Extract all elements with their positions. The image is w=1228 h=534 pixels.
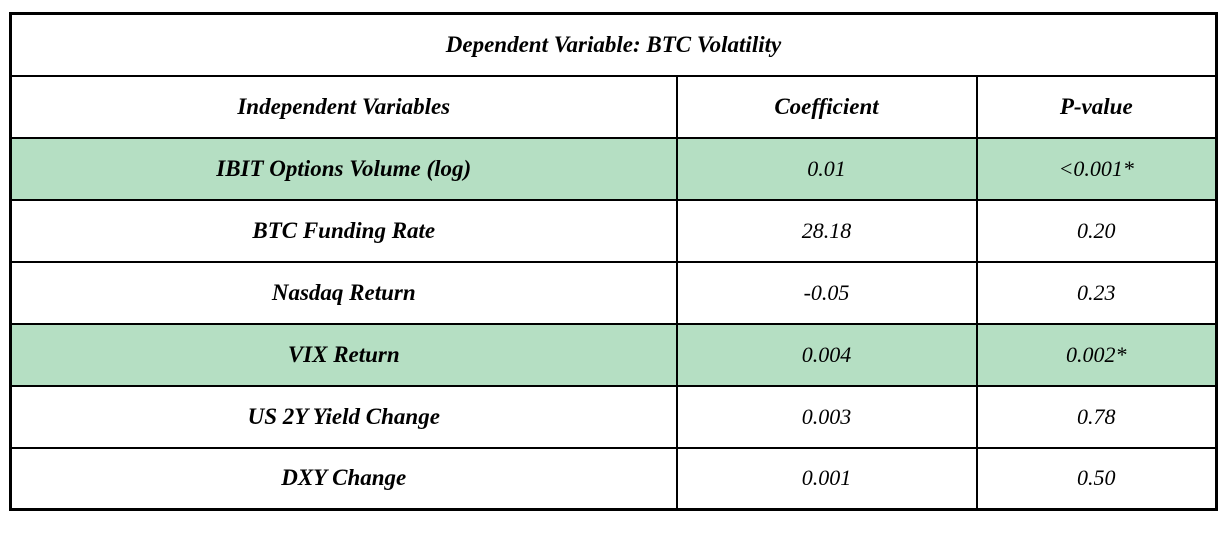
variable-cell: DXY Change: [9, 446, 678, 511]
table-header-row: Independent Variables Coefficient P-valu…: [9, 74, 1218, 139]
coefficient-cell: 0.004: [675, 322, 978, 387]
p-value-cell: 0.002*: [975, 322, 1218, 387]
table-row: BTC Funding Rate 28.18 0.20: [9, 198, 1218, 263]
column-header-p-value: P-value: [975, 74, 1218, 139]
table-row: DXY Change 0.001 0.50: [9, 446, 1218, 511]
p-value-cell: 0.78: [975, 384, 1218, 449]
variable-cell: US 2Y Yield Change: [9, 384, 678, 449]
table-row: VIX Return 0.004 0.002*: [9, 322, 1218, 387]
p-value-cell: <0.001*: [975, 136, 1218, 201]
p-value-cell: 0.20: [975, 198, 1218, 263]
coefficient-cell: -0.05: [675, 260, 978, 325]
coefficient-cell: 0.001: [675, 446, 978, 511]
p-value-cell: 0.50: [975, 446, 1218, 511]
variable-cell: Nasdaq Return: [9, 260, 678, 325]
column-header-coefficient: Coefficient: [675, 74, 978, 139]
table-row: IBIT Options Volume (log) 0.01 <0.001*: [9, 136, 1218, 201]
p-value-cell: 0.23: [975, 260, 1218, 325]
regression-results-table: Dependent Variable: BTC Volatility Indep…: [9, 12, 1218, 511]
coefficient-cell: 28.18: [675, 198, 978, 263]
regression-table-container: Dependent Variable: BTC Volatility Indep…: [9, 12, 1218, 511]
variable-cell: BTC Funding Rate: [9, 198, 678, 263]
table-body: IBIT Options Volume (log) 0.01 <0.001* B…: [9, 136, 1218, 511]
table-row: US 2Y Yield Change 0.003 0.78: [9, 384, 1218, 449]
variable-cell: IBIT Options Volume (log): [9, 136, 678, 201]
table-title: Dependent Variable: BTC Volatility: [9, 12, 1218, 77]
coefficient-cell: 0.01: [675, 136, 978, 201]
coefficient-cell: 0.003: [675, 384, 978, 449]
table-title-row: Dependent Variable: BTC Volatility: [9, 12, 1218, 77]
variable-cell: VIX Return: [9, 322, 678, 387]
column-header-independent-variables: Independent Variables: [9, 74, 678, 139]
table-row: Nasdaq Return -0.05 0.23: [9, 260, 1218, 325]
